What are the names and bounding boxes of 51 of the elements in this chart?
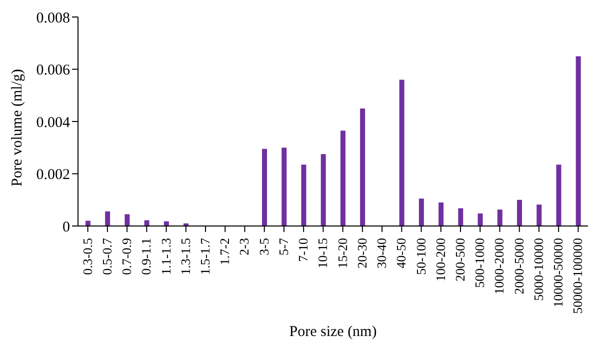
x-tick-label: 2-3 [236,238,252,256]
y-axis-title: Pore volume (ml/g) [9,69,26,186]
x-tick-label: 50000-100000 [570,238,586,314]
bar [418,198,424,226]
x-axis-title: Pore size (nm) [289,324,377,340]
x-tick-label: 30-40 [374,238,390,268]
x-tick-label: 1000-2000 [492,238,507,294]
bar [360,108,366,226]
x-tick-label: 1.3-1.5 [178,238,193,275]
x-tick-label: 7-10 [296,238,311,262]
x-tick-label: 0.3-0.5 [80,238,95,275]
x-tick-label: 3-5 [256,238,272,256]
bar [399,80,404,226]
bar [438,202,444,226]
x-tick-label: 200-500 [452,238,468,282]
x-tick-label: 2000-5000 [511,238,526,294]
x-tick-label: 5-7 [276,238,291,256]
x-tick-label: 40-50 [394,238,409,268]
x-tick-label: 500-1000 [472,238,488,288]
bar [340,130,346,226]
bar [301,164,306,226]
y-tick-label: 0.008 [36,10,70,26]
bar [124,214,130,226]
bar [516,200,522,226]
x-tick-label: 20-30 [354,238,370,268]
y-tick-label: 0.002 [36,167,70,184]
y-tick-label: 0 [62,219,70,236]
bar [556,164,562,226]
x-tick-label: 0.9-1.1 [138,238,154,275]
x-tick-label: 10000-50000 [550,238,566,308]
bar [262,148,267,226]
bar [497,210,502,226]
x-tick-label: 1.5-1.7 [198,238,212,275]
bar [320,154,326,226]
x-tick-label: 100-200 [432,238,448,282]
x-tick-label: 5000-10000 [530,238,546,301]
x-tick-label: 1.1-1.3 [158,238,174,275]
bar [458,208,464,226]
y-tick-label: 0.006 [36,62,70,79]
x-tick-label: 10-15 [315,238,330,268]
x-tick-label: 50-100 [413,238,428,275]
bar [282,148,287,226]
bar [478,213,483,226]
y-tick-label: 0.004 [36,114,70,131]
x-tick-label: 0.7-0.9 [119,238,134,275]
x-tick-label: 0.5-0.7 [99,238,114,275]
x-tick-label: 1.7-2 [217,238,232,266]
bar [105,211,110,226]
bar [536,204,542,226]
bar [576,56,581,226]
x-tick-label: 15-20 [334,238,350,268]
